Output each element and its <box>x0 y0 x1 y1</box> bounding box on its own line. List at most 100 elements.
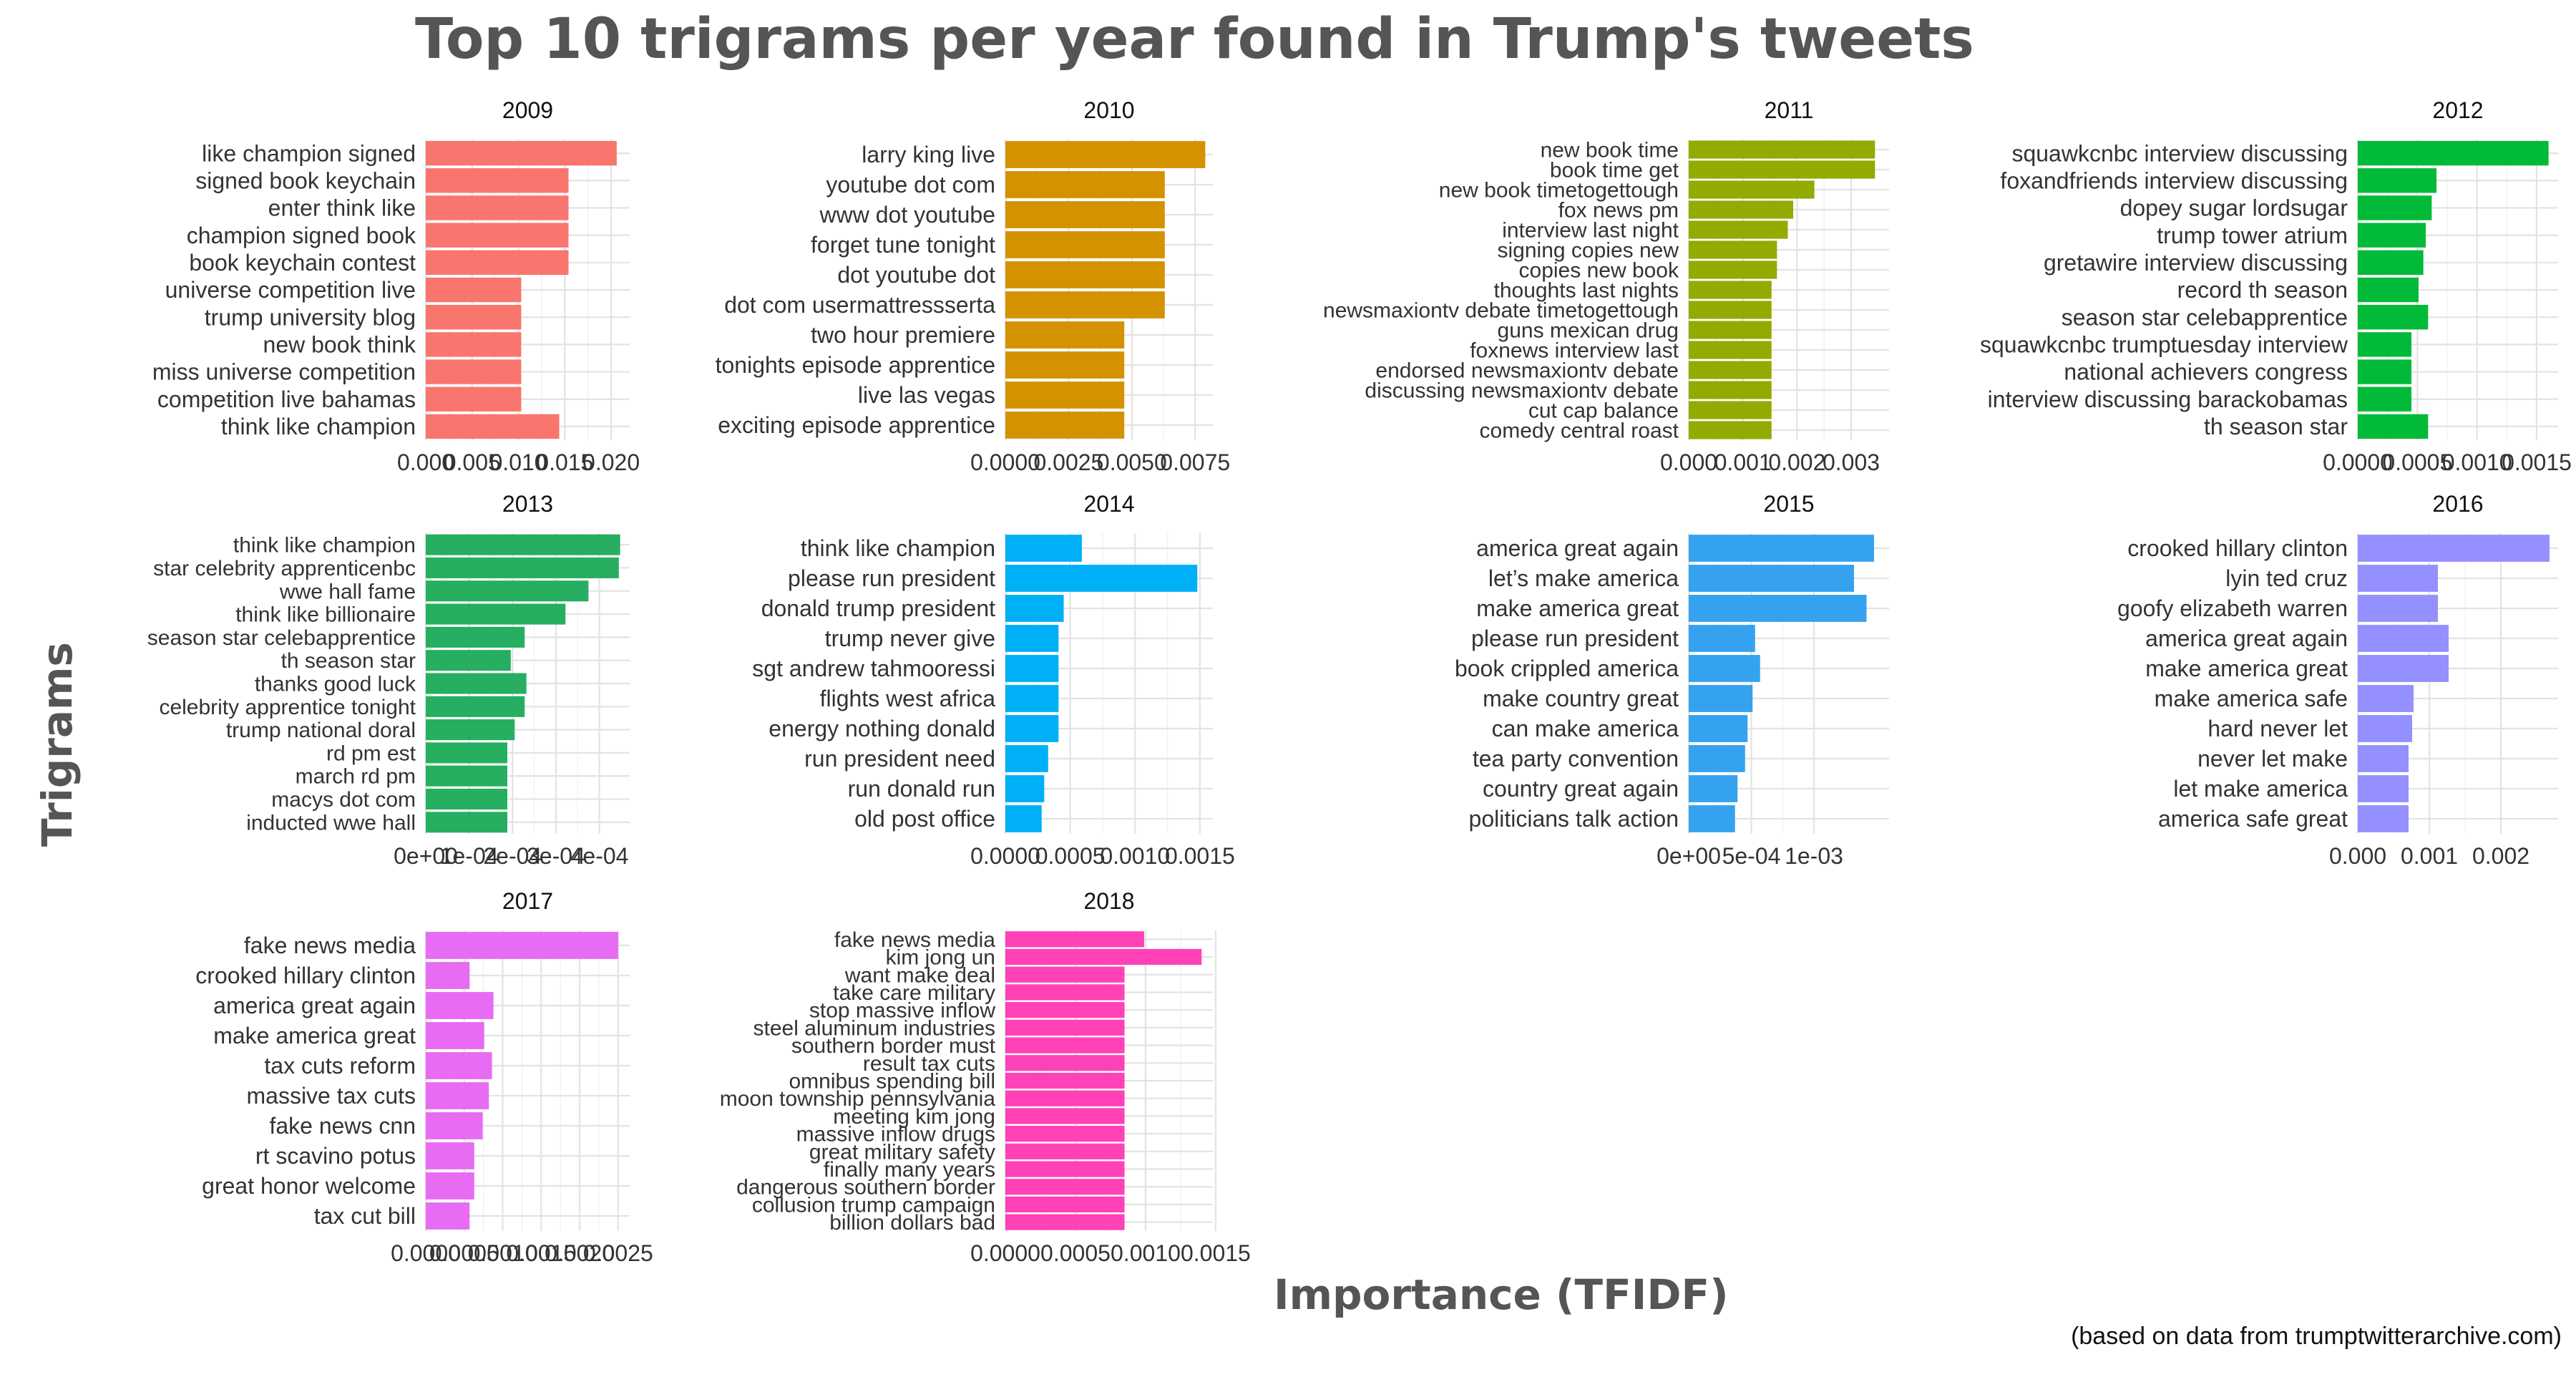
bar <box>426 742 507 764</box>
bar <box>1005 775 1045 802</box>
category-label: lyin ted cruz <box>2225 565 2348 591</box>
category-label: donald trump president <box>761 595 995 621</box>
category-label: inducted wwe hall <box>246 811 416 835</box>
bar <box>2358 625 2449 652</box>
bar <box>2358 250 2424 275</box>
bar <box>1005 535 1082 562</box>
x-tick-label: 0.0075 <box>1160 449 1230 475</box>
category-label: champion signed book <box>187 223 416 248</box>
bar <box>426 386 522 412</box>
x-tick-label: 0.0000 <box>970 1240 1040 1266</box>
category-label: make country great <box>1483 686 1679 711</box>
bar <box>1689 595 1867 622</box>
bar <box>426 673 527 694</box>
category-label: macys dot com <box>271 788 416 812</box>
category-label: wwe hall fame <box>279 580 416 603</box>
bar <box>1689 625 1755 652</box>
x-tick-label: 0.003 <box>1823 449 1880 475</box>
category-label: www dot youtube <box>819 202 995 228</box>
bar <box>1005 141 1206 168</box>
category-label: make america great <box>1476 595 1679 621</box>
category-label: universe competition live <box>165 277 416 303</box>
bar <box>1005 931 1144 948</box>
category-label: please run president <box>1471 626 1679 651</box>
category-label: rd pm est <box>326 741 416 765</box>
bar <box>426 359 522 384</box>
category-label: energy nothing donald <box>769 716 995 741</box>
bar <box>426 719 515 741</box>
x-tick-label: 3e-04 <box>527 843 585 869</box>
bar <box>426 789 507 810</box>
bar <box>1689 180 1815 199</box>
facet-panel-2010: 2010 larry king live youtube dot com www do… <box>716 97 1231 475</box>
category-label: massive tax cuts <box>246 1083 416 1109</box>
category-label: meeting kim jong <box>833 1105 995 1129</box>
x-tick-label: 0.0015 <box>2502 449 2572 475</box>
category-label: make america safe <box>2155 686 2348 711</box>
facet-title-2015: 2015 <box>1763 491 1814 517</box>
x-tick-label: 0.001 <box>1714 449 1772 475</box>
x-tick-label: 0.0000 <box>970 843 1040 869</box>
bar <box>2358 386 2411 412</box>
bar <box>2358 565 2438 592</box>
facet-panel-2012: 2012 squawkcnbc interview discussingfoxan… <box>1980 97 2572 475</box>
bar <box>2358 195 2432 220</box>
bar <box>1005 1037 1125 1054</box>
category-label: massive inflow drugs <box>796 1123 995 1147</box>
x-axis-title: Importance (TFIDF) <box>1274 1270 1729 1319</box>
category-label: steel aluminum industries <box>753 1016 995 1040</box>
bar <box>1689 220 1788 239</box>
bar <box>2358 332 2411 357</box>
bar <box>426 696 525 717</box>
bar <box>426 765 507 787</box>
bar <box>426 1112 483 1139</box>
bar <box>2358 715 2412 742</box>
x-tick-label: 0e+00 <box>394 843 458 869</box>
facet-title-2010: 2010 <box>1083 97 1134 123</box>
bar <box>2358 685 2414 712</box>
category-label: foxnews interview last <box>1470 339 1679 363</box>
bar <box>426 1142 474 1169</box>
x-tick-label: 0.0010 <box>1111 1240 1181 1266</box>
bar <box>1689 401 1772 419</box>
bar <box>1689 361 1772 379</box>
category-label: can make america <box>1492 716 1679 741</box>
x-tick-label: 0.0010 <box>2442 449 2512 475</box>
bar <box>426 1052 492 1079</box>
category-label: signed book keychain <box>195 167 416 193</box>
bar <box>1005 291 1165 318</box>
category-label: finally many years <box>824 1158 995 1182</box>
bar <box>426 414 560 439</box>
bar <box>1689 715 1748 742</box>
x-tick-label: 1e-04 <box>440 843 499 869</box>
bar <box>2358 535 2550 562</box>
x-tick-label: 0.000 <box>1660 449 1717 475</box>
bar <box>1005 595 1064 622</box>
x-tick-label: 4e-04 <box>570 843 629 869</box>
category-label: think like champion <box>221 414 416 439</box>
bar <box>1689 321 1772 339</box>
x-tick-label: 2e-04 <box>483 843 542 869</box>
category-label: trump tower atrium <box>2157 223 2348 248</box>
facet-title-2009: 2009 <box>502 97 553 123</box>
category-label: new book timetogettough <box>1439 179 1679 203</box>
category-label: competition live bahamas <box>157 386 416 412</box>
facet-title-2017: 2017 <box>502 888 553 914</box>
bar <box>2358 305 2429 330</box>
x-tick-label: 0.0010 <box>468 1240 538 1266</box>
category-label: miss universe competition <box>152 359 416 385</box>
bar <box>426 277 522 303</box>
bar <box>1005 1108 1125 1124</box>
x-tick-label: 0.0025 <box>1033 449 1103 475</box>
bar <box>2358 140 2549 166</box>
category-label: think like billionaire <box>235 603 416 627</box>
chart-title: Top 10 trigrams per year found in Trump'… <box>415 7 1974 72</box>
category-label: run donald run <box>848 776 995 802</box>
category-label: america great again <box>1476 535 1679 561</box>
category-label: trump national doral <box>226 719 416 742</box>
bar <box>1689 805 1735 832</box>
bar <box>1005 715 1059 742</box>
x-tick-label: 0.020 <box>582 449 640 475</box>
category-label: never let make <box>2197 746 2348 772</box>
